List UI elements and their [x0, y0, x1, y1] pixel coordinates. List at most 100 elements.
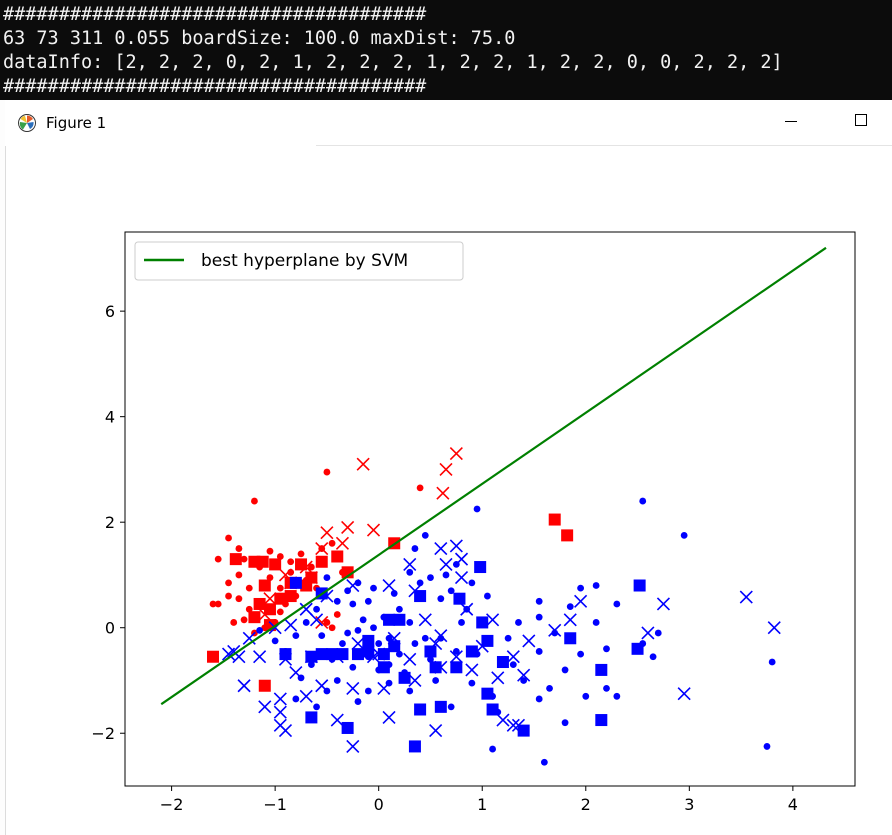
data-point-dot [225, 579, 232, 587]
data-point-dot [276, 584, 284, 592]
data-point-square [434, 700, 447, 713]
data-point-x [315, 679, 329, 693]
data-point-dot [214, 600, 222, 608]
data-point-dot [302, 619, 310, 626]
data-point-square [453, 592, 466, 605]
data-point-dot [411, 640, 419, 647]
data-point-dot [323, 574, 331, 581]
hyperplane-line [160, 246, 827, 706]
data-point-square [362, 634, 375, 647]
data-point-dot [230, 619, 238, 626]
data-point-square [229, 553, 242, 566]
data-point-square [269, 558, 282, 571]
y-tick-label: 2 [105, 513, 115, 532]
data-point-dot [390, 590, 398, 597]
data-point-dot [276, 553, 284, 560]
data-point-x [273, 705, 287, 719]
data-point-dot [437, 595, 445, 603]
scatter-plot-figure: −2 −1 0 1 2 3 4 −2 0 2 4 6 best hyperplane by SVM [91, 231, 856, 814]
data-point-dot [251, 497, 258, 505]
data-point-x [258, 700, 272, 714]
data-point-x [548, 623, 562, 637]
data-point-square [496, 656, 509, 669]
data-point-x [563, 613, 577, 627]
terminal-line: ###################################### [3, 4, 427, 25]
data-point-x [449, 539, 463, 553]
data-point-dot [592, 582, 600, 589]
data-point-x [284, 618, 298, 632]
data-point-dot [603, 684, 610, 692]
titlebar-divider [316, 145, 892, 146]
data-point-dot [535, 695, 543, 703]
data-point-x [273, 692, 287, 706]
data-point-square [476, 616, 489, 629]
data-point-dot [292, 632, 300, 640]
data-point-x [263, 592, 277, 606]
data-point-square [279, 648, 292, 661]
data-point-dot [370, 624, 377, 632]
window-titlebar[interactable]: Figure 1 [5, 100, 892, 146]
data-point-dot [504, 634, 512, 642]
data-point-dot [323, 468, 331, 476]
data-point-dot [328, 539, 336, 547]
maximize-button[interactable] [839, 100, 885, 140]
data-point-x [320, 526, 334, 540]
data-point-dot [333, 677, 341, 684]
tick-labels: −2 −1 0 1 2 3 4 −2 0 2 4 6 [91, 302, 798, 814]
data-point-dot [328, 624, 336, 632]
data-point-dot [406, 568, 414, 576]
data-point-dot [349, 663, 357, 671]
data-point-dot [582, 692, 590, 700]
x-tick-label: 3 [684, 795, 694, 814]
data-point-square [517, 724, 530, 737]
data-point-dot [240, 555, 248, 563]
minimize-button[interactable] [768, 100, 814, 140]
legend: best hyperplane by SVM [134, 241, 464, 281]
data-point-square [474, 561, 487, 574]
data-point-x [356, 457, 370, 471]
data-point-x [346, 578, 360, 593]
data-point-dot [271, 637, 279, 645]
terminal-line: dataInfo: [2, 2, 2, 0, 2, 1, 2, 2, 2, 1,… [3, 52, 783, 73]
data-point-x [677, 687, 691, 701]
data-point-dot [561, 666, 569, 674]
data-point-dot [535, 613, 543, 621]
data-point-dot [654, 629, 662, 637]
data-point-square [408, 740, 421, 753]
data-point-square [341, 721, 354, 734]
data-point-dot [385, 634, 393, 642]
data-point-x [439, 557, 453, 571]
data-point-x [403, 652, 417, 666]
y-tick-label: 4 [105, 408, 115, 427]
data-point-dot [566, 603, 574, 611]
data-point-x [377, 681, 391, 695]
data-point-x [351, 636, 365, 651]
data-point-dot [421, 531, 429, 539]
legend-box [134, 241, 464, 281]
data-point-square [377, 661, 390, 674]
data-point-dot [297, 550, 305, 558]
data-point-x [436, 486, 450, 500]
data-point-dot [763, 743, 771, 750]
data-point-dot [489, 745, 496, 753]
data-point-square [336, 648, 349, 661]
data-point-dot [235, 545, 243, 552]
data-point-x [496, 713, 510, 727]
data-point-square [295, 558, 308, 571]
data-point-square [274, 592, 287, 605]
data-point-dot [458, 619, 465, 626]
data-point-square [248, 611, 261, 624]
data-point-x [346, 681, 360, 695]
data-point-square [633, 579, 646, 592]
data-point-x [460, 602, 474, 616]
data-point-dot [307, 563, 315, 571]
data-point-dot [473, 505, 481, 513]
data-point-square [564, 632, 577, 645]
data-point-x [434, 629, 448, 643]
data-point-square [305, 711, 318, 724]
data-point-x [486, 613, 500, 627]
data-point-dot [535, 597, 543, 605]
data-point-x [278, 724, 293, 738]
data-point-square [465, 645, 478, 658]
data-point-square [481, 687, 494, 700]
